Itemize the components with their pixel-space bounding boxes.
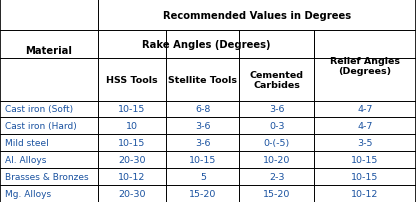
Text: Brasses & Bronzes: Brasses & Bronzes xyxy=(5,172,89,181)
Text: Recommended Values in Degrees: Recommended Values in Degrees xyxy=(163,11,351,21)
Text: Cast iron (Soft): Cast iron (Soft) xyxy=(5,105,73,114)
Text: Cast iron (Hard): Cast iron (Hard) xyxy=(5,122,77,131)
Text: HSS Tools: HSS Tools xyxy=(106,75,158,84)
Text: 3-6: 3-6 xyxy=(269,105,285,114)
Text: Material: Material xyxy=(25,45,72,56)
Text: 10: 10 xyxy=(126,122,138,131)
Text: 6-8: 6-8 xyxy=(195,105,210,114)
Text: 3-5: 3-5 xyxy=(357,139,373,148)
Text: Relief Angles
(Degrees): Relief Angles (Degrees) xyxy=(330,57,400,76)
Text: 10-12: 10-12 xyxy=(119,172,146,181)
Text: 0-(-5): 0-(-5) xyxy=(263,139,290,148)
Text: 10-12: 10-12 xyxy=(352,189,379,198)
Text: 20-30: 20-30 xyxy=(118,189,146,198)
Text: Al. Alloys: Al. Alloys xyxy=(5,155,46,164)
Text: 3-6: 3-6 xyxy=(195,139,210,148)
Text: 4-7: 4-7 xyxy=(357,122,373,131)
Text: 15-20: 15-20 xyxy=(189,189,216,198)
Text: 10-15: 10-15 xyxy=(352,155,379,164)
Text: Mild steel: Mild steel xyxy=(5,139,49,148)
Text: 20-30: 20-30 xyxy=(118,155,146,164)
Text: 5: 5 xyxy=(200,172,206,181)
Text: 4-7: 4-7 xyxy=(357,105,373,114)
Text: 10-15: 10-15 xyxy=(189,155,216,164)
Text: 3-6: 3-6 xyxy=(195,122,210,131)
Text: Mg. Alloys: Mg. Alloys xyxy=(5,189,51,198)
Text: 15-20: 15-20 xyxy=(263,189,290,198)
Text: 10-15: 10-15 xyxy=(119,139,146,148)
Text: 10-20: 10-20 xyxy=(263,155,290,164)
Text: Cemented
Carbides: Cemented Carbides xyxy=(250,70,304,89)
Text: Stellite Tools: Stellite Tools xyxy=(168,75,237,84)
Text: 2-3: 2-3 xyxy=(269,172,285,181)
Text: 10-15: 10-15 xyxy=(352,172,379,181)
Text: 0-3: 0-3 xyxy=(269,122,285,131)
Text: Rake Angles (Degrees): Rake Angles (Degrees) xyxy=(142,40,270,50)
Text: 10-15: 10-15 xyxy=(119,105,146,114)
